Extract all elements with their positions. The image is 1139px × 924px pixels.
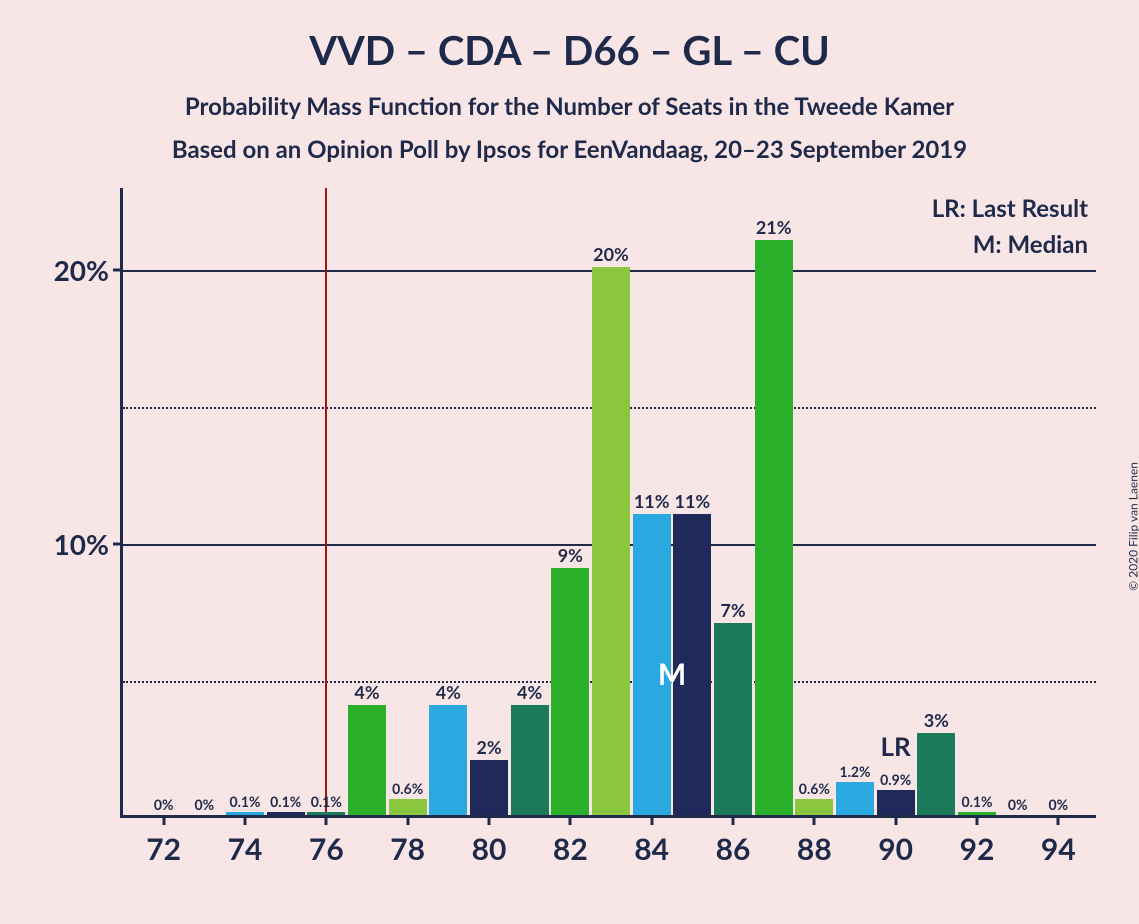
bar-value-label: 9% bbox=[558, 544, 583, 568]
bar-value-label: 4% bbox=[517, 681, 542, 705]
bar-value-label: 0% bbox=[1008, 796, 1028, 815]
chart-subtitle-2: Based on an Opinion Poll by Ipsos for Ee… bbox=[0, 121, 1139, 164]
bar: 0.1% bbox=[267, 812, 305, 815]
bar: 3% bbox=[917, 733, 955, 815]
bar-value-label: 0% bbox=[195, 796, 215, 815]
bar: 1.2% bbox=[836, 782, 874, 815]
x-tick-label: 90 bbox=[878, 815, 913, 867]
bar-value-label: 0.9% bbox=[880, 771, 911, 790]
bar-value-label: 7% bbox=[720, 599, 745, 623]
bar: 7% bbox=[714, 623, 752, 815]
bar-value-label: 0.6% bbox=[392, 780, 423, 799]
bar: 9% bbox=[551, 568, 589, 815]
bar: 0.6% bbox=[389, 799, 427, 815]
bar: 0.9% bbox=[877, 790, 915, 815]
x-tick-label: 86 bbox=[716, 815, 751, 867]
bar-value-label: 0.1% bbox=[229, 793, 260, 812]
bar: 0.1% bbox=[307, 812, 345, 815]
legend-lr: LR: Last Result bbox=[932, 194, 1088, 223]
bar-value-label: 0% bbox=[154, 796, 174, 815]
bar-value-label: 21% bbox=[756, 216, 792, 240]
bar: 4% bbox=[511, 705, 549, 815]
last-result-marker: LR bbox=[881, 730, 911, 762]
y-tick-label: 10% bbox=[54, 527, 123, 561]
x-tick-label: 80 bbox=[472, 815, 507, 867]
bar: 0.6% bbox=[795, 799, 833, 815]
legend-m: M: Median bbox=[973, 230, 1088, 259]
x-tick-label: 94 bbox=[1041, 815, 1076, 867]
copyright-text: © 2020 Filip van Laenen bbox=[1126, 462, 1139, 591]
bar-value-label: 1.2% bbox=[839, 763, 870, 782]
bar: 2% bbox=[470, 760, 508, 815]
bar: 4% bbox=[429, 705, 467, 815]
bar-value-label: 0.1% bbox=[270, 793, 301, 812]
x-tick-label: 84 bbox=[634, 815, 669, 867]
x-tick-label: 92 bbox=[960, 815, 995, 867]
x-tick-label: 78 bbox=[390, 815, 425, 867]
x-tick-label: 88 bbox=[797, 815, 832, 867]
bar-value-label: 20% bbox=[593, 243, 629, 267]
x-tick-label: 74 bbox=[228, 815, 263, 867]
bar: 0.1% bbox=[226, 812, 264, 815]
x-tick-label: 72 bbox=[146, 815, 181, 867]
bar-value-label: 0.1% bbox=[961, 793, 992, 812]
bar-value-label: 0% bbox=[1049, 796, 1069, 815]
bar-value-label: 4% bbox=[354, 681, 379, 705]
chart-title: VVD – CDA – D66 – GL – CU bbox=[0, 0, 1139, 74]
bar: 21% bbox=[755, 240, 793, 815]
bar: 0.1% bbox=[958, 812, 996, 815]
bar-value-label: 11% bbox=[634, 490, 670, 514]
x-tick-label: 76 bbox=[309, 815, 344, 867]
y-tick-label: 20% bbox=[54, 253, 123, 287]
bar-value-label: 3% bbox=[924, 709, 949, 733]
bar-value-label: 11% bbox=[675, 490, 711, 514]
bar-value-label: 0.6% bbox=[799, 780, 830, 799]
bar: 4% bbox=[348, 705, 386, 815]
bar: 20% bbox=[592, 267, 630, 815]
bar-value-label: 0.1% bbox=[311, 793, 342, 812]
chart-subtitle-1: Probability Mass Function for the Number… bbox=[0, 74, 1139, 121]
median-marker: M bbox=[658, 656, 686, 692]
bar-value-label: 4% bbox=[436, 681, 461, 705]
threshold-line bbox=[325, 188, 327, 815]
x-tick-label: 82 bbox=[553, 815, 588, 867]
bar-value-label: 2% bbox=[476, 736, 501, 760]
chart-plot-area: LR: Last Result M: Median 10%20%72747678… bbox=[120, 188, 1096, 818]
